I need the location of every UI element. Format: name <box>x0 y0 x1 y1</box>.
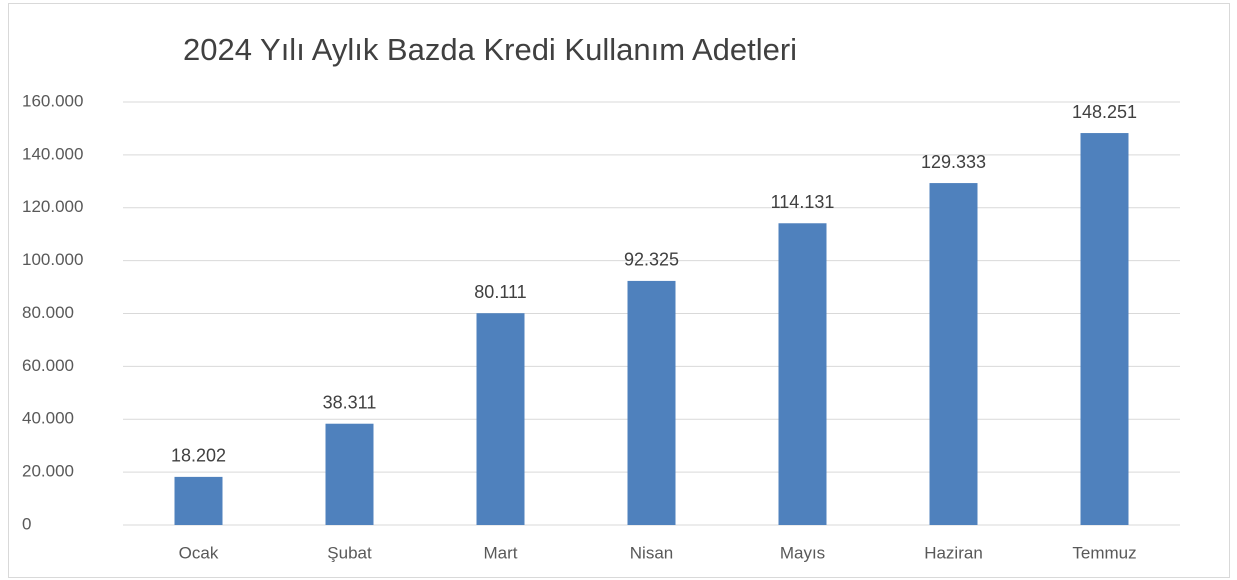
bar <box>778 223 827 525</box>
x-tick-label: Haziran <box>924 543 983 562</box>
y-tick-label: 100.000 <box>22 250 83 269</box>
value-label: 114.131 <box>771 192 835 212</box>
value-label: 38.311 <box>323 392 377 412</box>
x-tick-label: Mayıs <box>780 543 825 562</box>
value-label: 92.325 <box>624 250 679 270</box>
x-tick-label: Nisan <box>630 543 673 562</box>
y-tick-label: 140.000 <box>22 144 83 163</box>
bar <box>476 313 525 525</box>
bar <box>1080 133 1129 526</box>
bar <box>929 183 978 526</box>
y-tick-label: 0 <box>22 514 31 533</box>
y-tick-label: 120.000 <box>22 197 83 216</box>
chart-title: 2024 Yılı Aylık Bazda Kredi Kullanım Ade… <box>183 32 797 67</box>
value-label: 148.251 <box>1072 102 1137 122</box>
x-tick-label: Mart <box>484 543 518 562</box>
y-tick-label: 160.000 <box>22 91 83 110</box>
y-tick-label: 40.000 <box>22 409 74 428</box>
y-tick-label: 20.000 <box>22 462 74 481</box>
y-tick-label: 60.000 <box>22 356 74 375</box>
bar <box>174 476 223 525</box>
bar <box>627 280 676 525</box>
value-label: 80.111 <box>474 282 526 302</box>
y-tick-label: 80.000 <box>22 303 74 322</box>
value-label: 18.202 <box>171 446 226 466</box>
value-label: 129.333 <box>921 152 986 172</box>
x-tick-label: Şubat <box>327 543 372 562</box>
x-tick-label: Ocak <box>179 543 219 562</box>
x-tick-label: Temmuz <box>1072 543 1136 562</box>
bar <box>325 423 374 525</box>
